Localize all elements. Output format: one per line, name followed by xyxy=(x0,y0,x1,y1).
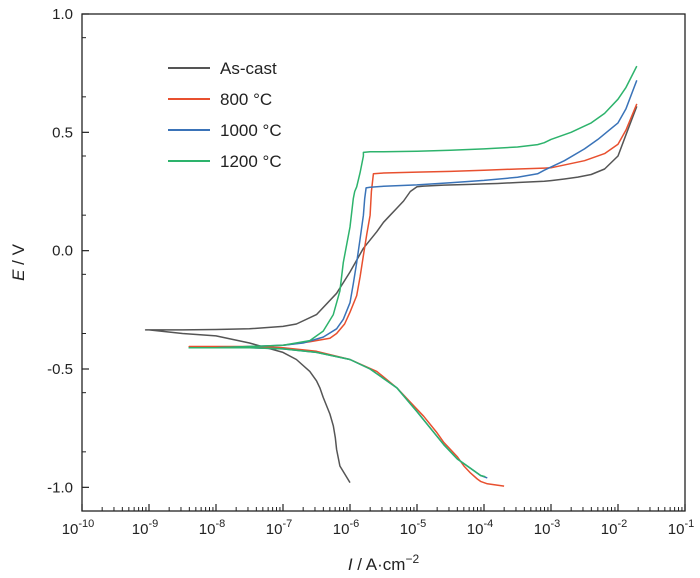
legend-label-0: As-cast xyxy=(220,59,277,78)
x-tick-mantissa: 10 xyxy=(266,521,283,538)
x-tick-mantissa: 10 xyxy=(668,521,685,538)
x-tick-label: 10-8 xyxy=(199,518,225,538)
x-tick-mantissa: 10 xyxy=(199,521,216,538)
x-tick-mantissa: 10 xyxy=(62,521,79,538)
x-tick-mantissa: 10 xyxy=(333,521,350,538)
x-axis-unit-exp: −2 xyxy=(405,552,419,566)
x-tick-label: 10-9 xyxy=(132,518,158,538)
x-tick-mantissa: 10 xyxy=(534,521,551,538)
x-tick-power: -8 xyxy=(215,518,225,530)
x-tick-label: 10-2 xyxy=(601,518,627,538)
x-tick-power: -3 xyxy=(550,518,560,530)
x-axis-unit: / A·cm xyxy=(353,555,406,574)
legend-label-2: 1000 °C xyxy=(220,121,282,140)
y-tick-label: 0.0 xyxy=(52,243,73,260)
x-tick-label: 10-5 xyxy=(400,518,426,538)
x-axis-ticks: 10-10 10-9 10-8 10-7 10-6 10-5 10-4 10-3 10-2 10-… xyxy=(62,504,694,538)
x-tick-label: 10-7 xyxy=(266,518,292,538)
y-axis-title: E / V xyxy=(9,243,28,281)
x-tick-mantissa: 10 xyxy=(601,521,618,538)
x-tick-power: -5 xyxy=(416,518,426,530)
x-axis-title: I / A·cm−2 xyxy=(348,552,420,574)
y-tick-label: 1.0 xyxy=(52,6,73,23)
x-tick-label: 10-4 xyxy=(467,518,493,538)
x-tick-power: -7 xyxy=(282,518,292,530)
x-tick-power: -4 xyxy=(483,518,493,530)
x-tick-label: 10-3 xyxy=(534,518,560,538)
series-line-3 xyxy=(188,65,638,478)
y-tick-label: -1.0 xyxy=(47,479,73,496)
y-axis-ticks: 1.0 0.5 0.0 -0.5 -1.0 xyxy=(47,6,89,512)
y-axis-var: E xyxy=(9,269,28,281)
y-tick-label: 0.5 xyxy=(52,124,73,141)
x-tick-label: 10-1 xyxy=(668,518,694,538)
x-tick-power: -9 xyxy=(148,518,158,530)
legend-label-1: 800 °C xyxy=(220,90,272,109)
x-tick-power: -10 xyxy=(78,518,94,530)
plot-frame xyxy=(81,13,686,512)
x-axis-var: I xyxy=(348,555,353,574)
x-tick-power: -6 xyxy=(349,518,359,530)
legend-label-3: 1200 °C xyxy=(220,152,282,171)
series-line-0 xyxy=(144,106,638,483)
x-tick-mantissa: 10 xyxy=(132,521,149,538)
x-tick-mantissa: 10 xyxy=(400,521,417,538)
x-tick-power: -2 xyxy=(617,518,627,530)
legend: As-cast 800 °C 1000 °C 1200 °C xyxy=(168,59,282,171)
x-tick-mantissa: 10 xyxy=(467,521,484,538)
x-tick-power: -1 xyxy=(684,518,694,530)
y-axis-unit: / V xyxy=(9,243,28,269)
y-tick-label: -0.5 xyxy=(47,361,73,378)
series-layer xyxy=(144,65,638,487)
x-tick-label: 10-10 xyxy=(62,518,95,538)
x-tick-label: 10-6 xyxy=(333,518,359,538)
